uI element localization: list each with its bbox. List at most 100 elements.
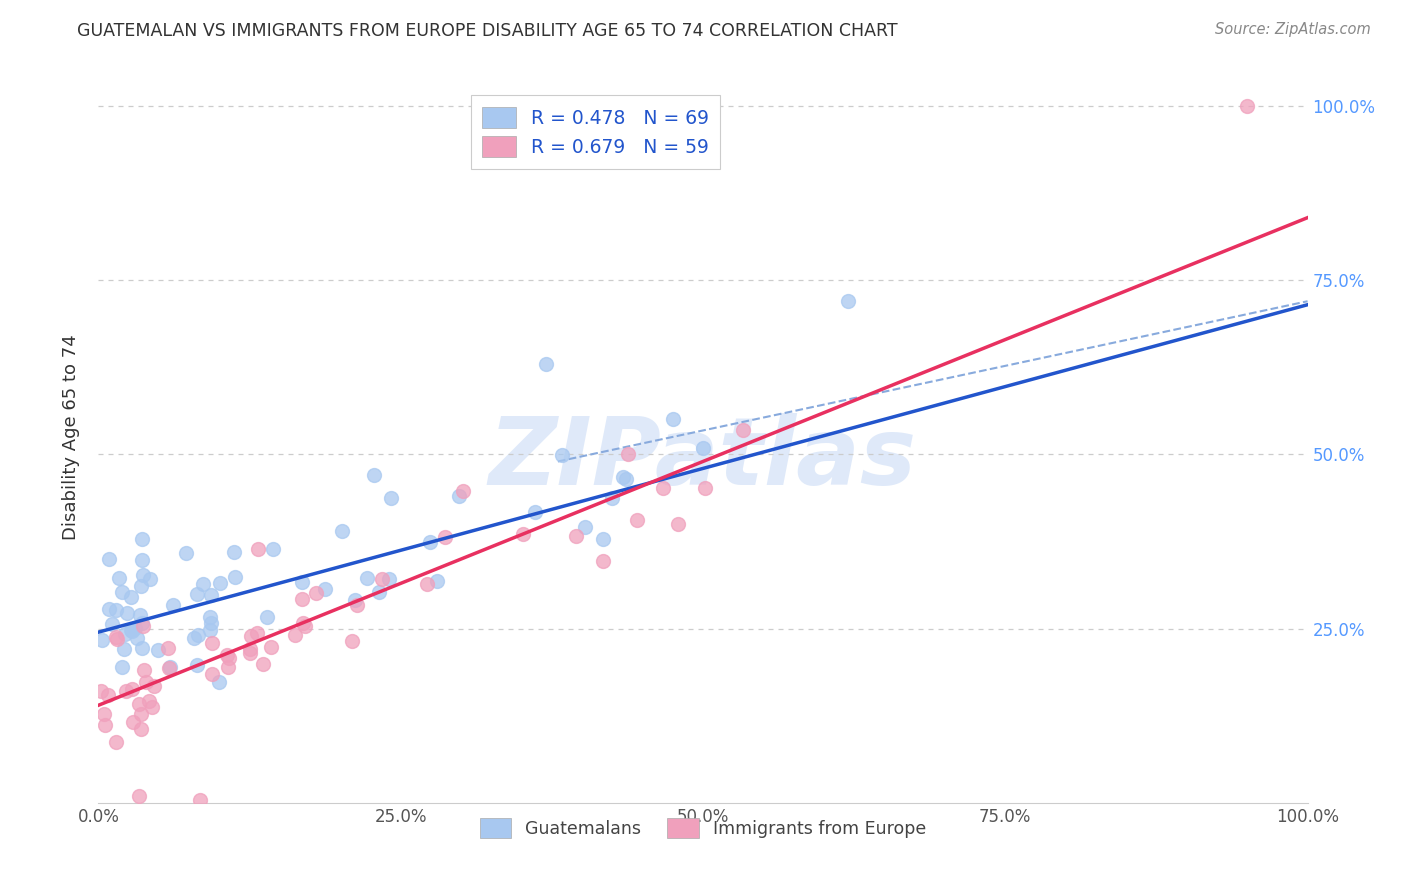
Guatemalans <box>574 519 596 533</box>
Immigrants from Europe <box>157 640 180 655</box>
Guatemalans <box>200 588 222 602</box>
Immigrants from Europe <box>564 529 586 543</box>
Guatemalans <box>256 610 278 624</box>
Immigrants from Europe <box>284 628 307 642</box>
Guatemalans <box>534 357 557 371</box>
Guatemalans <box>224 544 246 558</box>
Guatemalans <box>200 623 222 637</box>
Immigrants from Europe <box>218 650 240 665</box>
Guatemalans <box>523 505 546 519</box>
Guatemalans <box>108 571 131 585</box>
Immigrants from Europe <box>246 626 269 640</box>
Immigrants from Europe <box>291 591 314 606</box>
Immigrants from Europe <box>1236 99 1258 113</box>
Guatemalans <box>101 616 124 631</box>
Immigrants from Europe <box>346 598 368 612</box>
Guatemalans <box>837 294 859 309</box>
Guatemalans <box>121 624 143 638</box>
Guatemalans <box>187 628 209 642</box>
Text: ZIPatlas: ZIPatlas <box>489 413 917 505</box>
Immigrants from Europe <box>104 630 127 644</box>
Immigrants from Europe <box>217 648 239 662</box>
Immigrants from Europe <box>138 694 160 708</box>
Immigrants from Europe <box>416 577 439 591</box>
Guatemalans <box>378 572 401 586</box>
Immigrants from Europe <box>252 657 274 671</box>
Guatemalans <box>125 631 148 645</box>
Guatemalans <box>104 602 127 616</box>
Guatemalans <box>344 593 367 607</box>
Immigrants from Europe <box>201 667 224 681</box>
Guatemalans <box>124 621 146 635</box>
Guatemalans <box>367 585 389 599</box>
Immigrants from Europe <box>121 681 143 696</box>
Immigrants from Europe <box>626 513 648 527</box>
Immigrants from Europe <box>260 640 283 654</box>
Immigrants from Europe <box>453 483 475 498</box>
Guatemalans <box>380 491 402 505</box>
Immigrants from Europe <box>128 789 150 803</box>
Immigrants from Europe <box>105 735 128 749</box>
Immigrants from Europe <box>105 632 128 647</box>
Guatemalans <box>114 627 136 641</box>
Guatemalans <box>117 607 139 621</box>
Guatemalans <box>662 412 685 426</box>
Immigrants from Europe <box>157 661 180 675</box>
Guatemalans <box>614 472 637 486</box>
Immigrants from Europe <box>143 679 166 693</box>
Guatemalans <box>162 599 184 613</box>
Guatemalans <box>291 575 314 590</box>
Immigrants from Europe <box>617 447 640 461</box>
Guatemalans <box>131 641 153 656</box>
Guatemalans <box>98 551 121 566</box>
Guatemalans <box>120 590 142 604</box>
Immigrants from Europe <box>731 423 754 437</box>
Immigrants from Europe <box>132 618 155 632</box>
Guatemalans <box>91 633 114 648</box>
Text: Source: ZipAtlas.com: Source: ZipAtlas.com <box>1215 22 1371 37</box>
Immigrants from Europe <box>129 706 152 721</box>
Guatemalans <box>112 641 135 656</box>
Guatemalans <box>612 470 634 484</box>
Immigrants from Europe <box>695 482 717 496</box>
Immigrants from Europe <box>239 646 262 660</box>
Guatemalans <box>356 571 378 585</box>
Immigrants from Europe <box>240 629 263 643</box>
Guatemalans <box>111 585 134 599</box>
Immigrants from Europe <box>97 689 120 703</box>
Immigrants from Europe <box>132 663 155 677</box>
Guatemalans <box>176 546 198 560</box>
Guatemalans <box>146 642 169 657</box>
Guatemalans <box>447 489 470 503</box>
Guatemalans <box>131 533 153 547</box>
Guatemalans <box>200 609 222 624</box>
Immigrants from Europe <box>217 660 239 674</box>
Guatemalans <box>314 582 336 596</box>
Guatemalans <box>186 657 208 672</box>
Guatemalans <box>363 468 385 483</box>
Immigrants from Europe <box>94 718 117 732</box>
Immigrants from Europe <box>247 541 270 556</box>
Guatemalans <box>129 579 152 593</box>
Immigrants from Europe <box>201 636 224 650</box>
Immigrants from Europe <box>371 573 394 587</box>
Guatemalans <box>262 541 284 556</box>
Guatemalans <box>207 674 229 689</box>
Immigrants from Europe <box>239 641 262 656</box>
Y-axis label: Disability Age 65 to 74: Disability Age 65 to 74 <box>62 334 80 540</box>
Guatemalans <box>200 615 222 630</box>
Immigrants from Europe <box>342 634 364 648</box>
Guatemalans <box>224 570 246 584</box>
Immigrants from Europe <box>292 615 315 630</box>
Immigrants from Europe <box>433 530 456 544</box>
Guatemalans <box>692 441 714 455</box>
Immigrants from Europe <box>666 516 689 531</box>
Guatemalans <box>139 573 162 587</box>
Immigrants from Europe <box>90 684 112 698</box>
Immigrants from Europe <box>294 618 316 632</box>
Guatemalans <box>208 575 231 590</box>
Immigrants from Europe <box>135 675 157 690</box>
Guatemalans <box>183 631 205 645</box>
Guatemalans <box>131 615 153 630</box>
Guatemalans <box>600 491 623 505</box>
